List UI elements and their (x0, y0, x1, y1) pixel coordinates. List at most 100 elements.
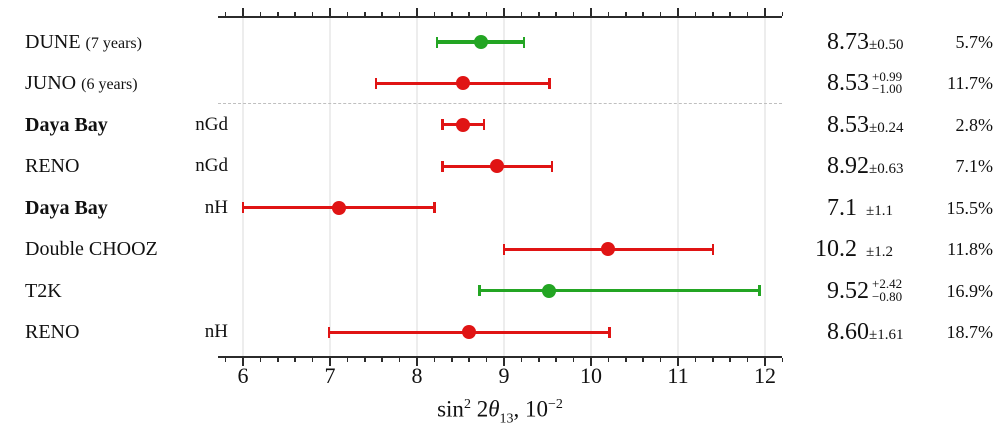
value-label: 8.53±0.24 (798, 110, 903, 143)
row-label-daya-bay: Daya Bay (25, 111, 108, 139)
experiment-name: Daya Bay (25, 113, 108, 136)
uncertainty-minus: −0.80 (872, 288, 903, 304)
major-gridline (677, 18, 679, 357)
minor-tick (485, 358, 488, 362)
minor-tick (294, 358, 296, 362)
minor-tick (642, 358, 644, 362)
value-label: 8.73±0.50 (798, 27, 903, 60)
x-axis-title: sin2 2θ13, 10−2 (350, 390, 650, 434)
xlabel-scale-exponent: −2 (548, 397, 563, 412)
error-bar-cap-left (478, 285, 481, 297)
minor-tick (433, 12, 436, 16)
detector-label: nH (204, 321, 228, 343)
detector-label: nGd (195, 155, 228, 177)
value-fraction: .73 (839, 29, 869, 55)
percent-label: 5.7% (955, 32, 994, 52)
major-gridline (764, 18, 766, 357)
minor-tick (746, 12, 749, 16)
x-tick-label: 12 (754, 363, 776, 388)
row-label-reno: RENO (25, 318, 79, 346)
minor-tick (555, 358, 557, 362)
error-bar-cap-left (327, 326, 331, 338)
error-bar-cap-right (482, 119, 486, 131)
row-label-t2k: T2K (25, 277, 62, 305)
percent-label: 11.7% (947, 73, 993, 94)
value-label: 8.92±0.63 (798, 151, 903, 184)
value-integer: 10 (815, 236, 839, 263)
error-bar-cap-right (522, 36, 526, 48)
minor-tick (294, 12, 296, 16)
error-bar-cap-right (550, 160, 554, 172)
minor-tick (468, 358, 470, 362)
percent-label: 15.5% (946, 197, 994, 218)
minor-tick (729, 12, 731, 16)
value-integer: 9 (827, 277, 839, 304)
error-bar-cap-right (547, 77, 551, 89)
minor-tick (781, 12, 784, 16)
minor-tick (398, 358, 401, 362)
value-label: 7.1 ±1.1 (798, 193, 893, 226)
major-tick (242, 358, 244, 366)
detector-label: nH (204, 196, 228, 218)
major-tick (329, 358, 331, 366)
minor-tick (729, 358, 731, 362)
experiment-name: T2K (25, 279, 62, 302)
experiment-name: RENO (25, 321, 80, 344)
symmetric-uncertainty: ±1.2 (866, 244, 893, 261)
minor-tick (712, 358, 714, 362)
minor-tick (538, 12, 540, 16)
minor-tick (781, 358, 784, 362)
data-point (462, 325, 477, 340)
value-label: 8.53 +0.99 −1.00 (798, 68, 902, 98)
x-tick-label: 6 (237, 363, 249, 388)
error-bar-cap-right (758, 285, 762, 297)
data-point (601, 242, 616, 257)
minor-tick (572, 358, 575, 362)
minor-tick (259, 12, 262, 16)
minor-tick (451, 358, 453, 362)
percent-label: 7.1% (955, 156, 994, 177)
data-point (456, 117, 471, 132)
value-fraction: .2 (839, 236, 857, 263)
symmetric-uncertainty: ±1.61 (869, 327, 904, 344)
percent-label: 11.8% (947, 239, 993, 260)
row-label-double-chooz: Double CHOOZ (25, 235, 158, 263)
row-label-dune: DUNE (7 years) (25, 28, 142, 58)
minor-tick (520, 358, 523, 362)
major-tick (503, 358, 505, 366)
xlabel-arg: 2 (476, 396, 489, 422)
separator-dashed-line (218, 103, 782, 105)
bottom-axis-spine (218, 356, 782, 358)
minor-tick (520, 12, 523, 16)
row-label-juno: JUNO (6 years) (25, 69, 138, 99)
symmetric-uncertainty: ±1.1 (866, 202, 893, 219)
minor-tick (224, 12, 227, 16)
data-point (331, 200, 346, 215)
x-tick-label: 8 (411, 363, 423, 388)
minor-tick (746, 358, 749, 362)
value-label: 10.2 ±1.2 (798, 234, 893, 267)
error-bar-cap-right (433, 202, 436, 214)
experiment-name: Double CHOOZ (25, 238, 158, 261)
experiment-name: RENO (25, 155, 80, 178)
major-tick (242, 8, 244, 16)
minor-tick (694, 358, 697, 362)
xlabel-fn: sin (437, 396, 464, 422)
data-point (456, 76, 471, 91)
error-bar-cap-right (711, 243, 715, 255)
xlabel-fn-exponent: 2 (463, 397, 471, 412)
value-label: 8.60±1.61 (798, 317, 903, 350)
major-gridline (416, 18, 418, 357)
percent-label: 18.7% (946, 322, 994, 343)
experiment-qualifier: (7 years) (85, 35, 142, 52)
uncertainty-minus: −1.00 (872, 81, 903, 97)
minor-tick (659, 358, 662, 362)
minor-tick (346, 358, 349, 362)
value-fraction: .52 (839, 277, 869, 304)
symmetric-uncertainty: ±0.24 (869, 119, 904, 136)
xlabel-theta-sub: 13 (499, 411, 514, 427)
minor-tick (712, 12, 714, 16)
value-integer: 8 (827, 70, 839, 97)
error-bar (479, 289, 760, 293)
error-bar-cap-left (440, 160, 444, 172)
